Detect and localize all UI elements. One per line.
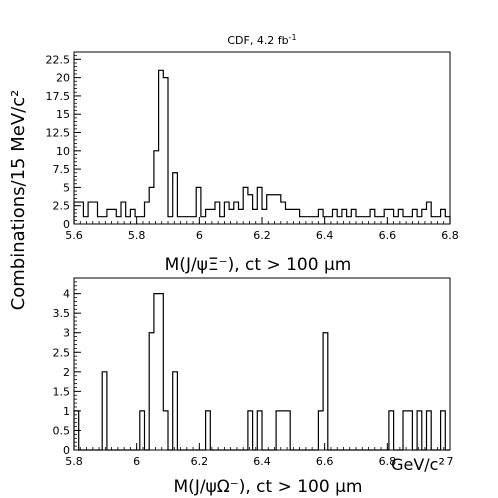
top-y-tick-label: 10 bbox=[56, 145, 70, 158]
bottom-y-tick-label: 3 bbox=[63, 327, 70, 340]
top-y-tick-label: 17.5 bbox=[46, 90, 71, 103]
bottom-x-tick-label: 6 bbox=[133, 455, 140, 468]
bottom-y-tick-label: 0.5 bbox=[53, 424, 71, 437]
top-histogram-series bbox=[73, 69, 451, 224]
top-y-tick-label: 12.5 bbox=[46, 127, 71, 140]
bottom-x-tick-label: 6.6 bbox=[316, 455, 334, 468]
bottom-x-tick-label: 7 bbox=[447, 455, 454, 468]
top-x-tick-label: 5.6 bbox=[65, 229, 83, 242]
top-y-tick-label: 22.5 bbox=[46, 53, 71, 66]
bottom-y-tick-label: 2 bbox=[63, 366, 70, 379]
top-histogram-panel: CDF, 4.2 fb-1 0 2.5 5 7.5 10 12.5 15 17.5 20 22.5… bbox=[46, 33, 459, 275]
chart-title: CDF, 4.2 fb-1 bbox=[227, 33, 296, 47]
top-y-tick-label: 7.5 bbox=[53, 163, 71, 176]
top-y-tick-label: 0 bbox=[63, 218, 70, 231]
top-x-tick-label: 6.6 bbox=[379, 229, 397, 242]
y-axis-title: Combinations/15 MeV/c² bbox=[8, 90, 29, 311]
bottom-x-axis-title: M(J/ψΩ⁻), ct > 100 μm bbox=[174, 477, 363, 497]
top-y-tick-label: 2.5 bbox=[53, 200, 71, 213]
top-x-tick-label: 5.8 bbox=[128, 229, 146, 242]
bottom-histogram-series bbox=[73, 293, 450, 451]
bottom-y-tick-label: 4 bbox=[63, 288, 70, 301]
bottom-x-tick-label: 6.2 bbox=[191, 455, 209, 468]
top-x-axis: 5.6 5.8 6 6.2 6.4 6.6 6.8 bbox=[65, 217, 459, 242]
bottom-y-tick-label: 3.5 bbox=[53, 307, 71, 320]
top-x-tick-label: 6.4 bbox=[316, 229, 334, 242]
top-y-tick-label: 5 bbox=[63, 181, 70, 194]
bottom-x-tick-label: 6.4 bbox=[253, 455, 271, 468]
bottom-y-tick-label: 0 bbox=[63, 444, 70, 457]
top-y-tick-label: 15 bbox=[56, 108, 70, 121]
top-y-tick-label: 20 bbox=[56, 72, 70, 85]
bottom-y-axis: 0 0.5 1 1.5 2 2.5 3 3.5 4 bbox=[53, 277, 81, 457]
bottom-y-tick-label: 2.5 bbox=[53, 346, 71, 359]
top-y-axis: 0 2.5 5 7.5 10 12.5 15 17.5 20 22.5 bbox=[46, 51, 81, 231]
x-unit-label: GeV/c² bbox=[391, 455, 445, 474]
top-x-tick-label: 6 bbox=[196, 229, 203, 242]
top-x-tick-label: 6.2 bbox=[253, 229, 271, 242]
top-x-tick-label: 6.8 bbox=[441, 229, 459, 242]
bottom-x-tick-label: 5.8 bbox=[65, 455, 83, 468]
bottom-y-tick-label: 1 bbox=[63, 405, 70, 418]
bottom-histogram-panel: 0 0.5 1 1.5 2 2.5 3 3.5 4 5.8 6 6.2 6.4 6.6 6.8 7 M(J/… bbox=[53, 277, 454, 497]
top-x-axis-title: M(J/ψΞ⁻), ct > 100 μm bbox=[165, 255, 352, 275]
bottom-x-tick-label: 6.8 bbox=[379, 455, 397, 468]
bottom-y-tick-label: 1.5 bbox=[53, 385, 71, 398]
